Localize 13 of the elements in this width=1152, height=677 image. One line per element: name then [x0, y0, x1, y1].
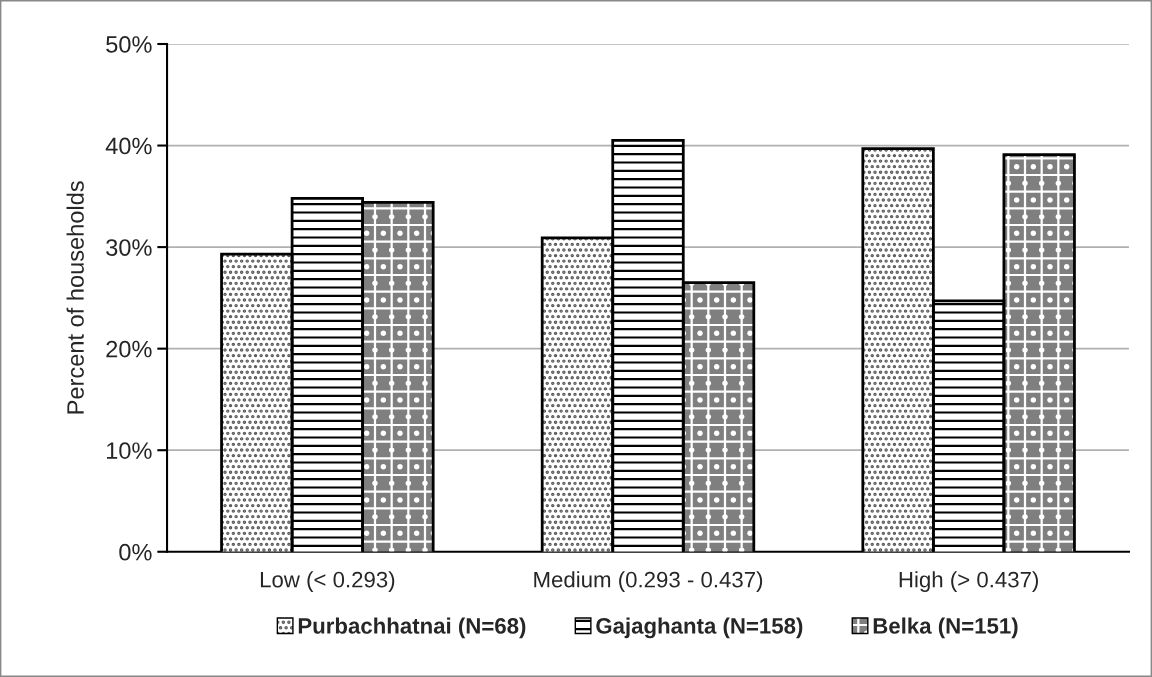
- x-tick-label: High (> 0.437): [899, 571, 1038, 592]
- legend-label: Gajaghanta (N=158): [596, 617, 803, 639]
- y-tick-label: 40%: [105, 137, 152, 155]
- x-tick-label: Low (< 0.293): [260, 571, 395, 592]
- y-tick-label: 50%: [106, 36, 152, 53]
- legend-label: Belka (N=151): [873, 617, 1018, 639]
- legend-label: Purbachhatnai (N=68): [298, 617, 526, 639]
- y-tick-label: 10%: [107, 442, 152, 459]
- y-axis-title: Percent of households: [66, 181, 84, 414]
- y-tick-label: 0%: [119, 543, 152, 561]
- y-tick-label: 30%: [106, 239, 152, 256]
- x-tick-label: Medium (0.293 - 0.437): [534, 571, 763, 592]
- y-tick-label: 20%: [106, 340, 152, 358]
